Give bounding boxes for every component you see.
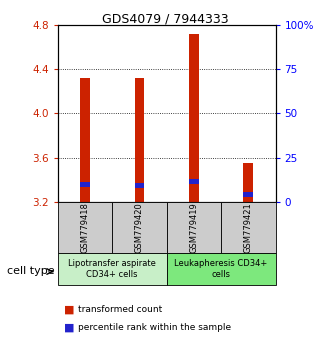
Text: transformed count: transformed count [78, 305, 162, 314]
Bar [189, 179, 199, 184]
Bar [80, 182, 90, 187]
Bar [135, 78, 144, 202]
Bar [58, 202, 112, 253]
Text: Lipotransfer aspirate
CD34+ cells: Lipotransfer aspirate CD34+ cells [68, 259, 156, 279]
Bar [221, 202, 276, 253]
Bar [58, 253, 167, 285]
Text: GSM779419: GSM779419 [189, 202, 198, 253]
Text: GSM779421: GSM779421 [244, 202, 253, 253]
Bar [167, 202, 221, 253]
Bar [80, 78, 90, 202]
Bar [244, 163, 253, 202]
Text: GSM779418: GSM779418 [81, 202, 89, 253]
Text: cell type: cell type [7, 266, 54, 276]
Bar [189, 34, 199, 202]
Text: GSM779420: GSM779420 [135, 202, 144, 253]
Bar [167, 253, 276, 285]
Bar [112, 202, 167, 253]
Text: Leukapheresis CD34+
cells: Leukapheresis CD34+ cells [175, 259, 268, 279]
Bar [244, 192, 253, 196]
Text: ■: ■ [64, 305, 75, 315]
Text: GDS4079 / 7944333: GDS4079 / 7944333 [102, 12, 228, 25]
Text: percentile rank within the sample: percentile rank within the sample [78, 323, 231, 332]
Text: ■: ■ [64, 322, 75, 332]
Bar [135, 183, 144, 188]
